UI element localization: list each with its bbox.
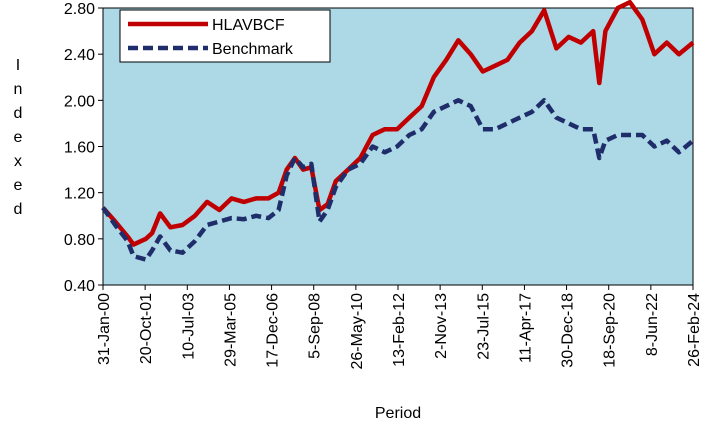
y-tick-label: 2.00: [64, 93, 95, 110]
y-tick-label: 2.40: [64, 47, 95, 64]
x-tick-label: 26-Feb-24: [686, 293, 703, 367]
series-line: [101, 98, 695, 262]
y-tick-label: 0.80: [64, 232, 95, 249]
x-tick-label: 20-Oct-01: [138, 293, 155, 364]
x-tick-label: 8-Jun-22: [644, 293, 661, 356]
x-tick-label: 11-Apr-17: [517, 293, 534, 363]
x-tick-label: 17-Dec-06: [265, 293, 282, 368]
x-tick-label: 30-Dec-18: [560, 293, 577, 368]
legend-label: Benchmark: [212, 41, 294, 58]
x-tick-label: 26-May-10: [349, 293, 366, 370]
y-tick-label: 1.60: [64, 140, 95, 157]
legend-label: HLAVBCF: [212, 17, 285, 34]
series-line: [101, 0, 695, 247]
y-tick-label: 2.80: [64, 1, 95, 18]
x-tick-label: 18-Sep-20: [602, 293, 619, 368]
x-tick-label: 2-Nov-13: [433, 293, 450, 359]
x-axis-label: Period: [375, 405, 421, 422]
legend: HLAVBCF Benchmark: [119, 9, 331, 63]
y-tick-label: 1.20: [64, 186, 95, 203]
x-tick-label: 10-Jul-03: [180, 293, 197, 360]
legend-box: [119, 9, 331, 63]
x-tick-label: 29-Mar-05: [222, 293, 239, 367]
x-tick-label: 31-Jan-00: [96, 293, 113, 365]
y-tick-label: 0.40: [64, 278, 95, 295]
x-tick-label: 5-Sep-08: [307, 293, 324, 359]
x-tick-label: 13-Feb-12: [391, 293, 408, 367]
x-tick-label: 23-Jul-15: [475, 293, 492, 360]
